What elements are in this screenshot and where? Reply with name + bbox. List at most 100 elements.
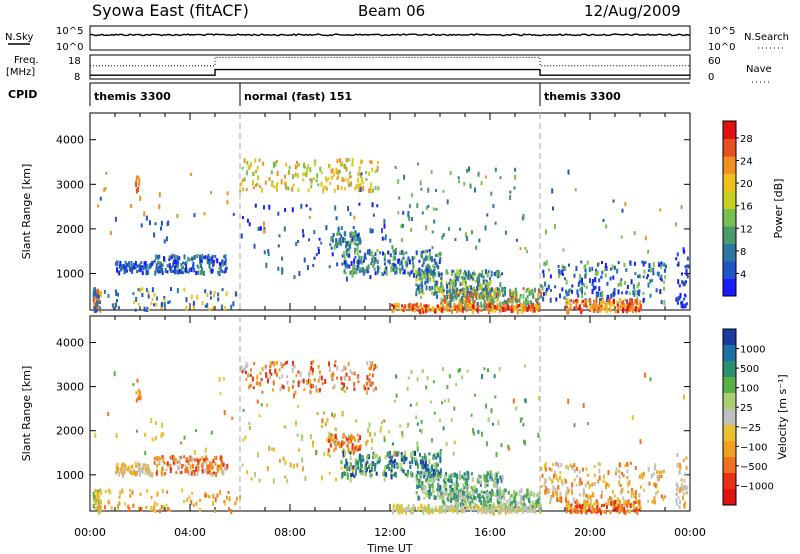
scatter-cell [675,222,677,227]
scatter-cell [683,249,686,254]
scatter-cell [297,370,300,374]
scatter-cell [115,464,118,468]
scatter-cell [392,442,394,446]
scatter-cell [576,500,579,505]
scatter-cell [147,467,150,472]
scatter-cell [553,473,556,477]
y-tick-label: 4000 [56,336,84,349]
scatter-cell [421,486,424,491]
scatter-cell [441,288,444,294]
scatter-cell [637,508,640,512]
scatter-cell [139,267,142,273]
scatter-cell [342,450,345,455]
scatter-cell [447,496,450,500]
scatter-cell [663,286,666,291]
scatter-cell [390,474,393,480]
scatter-cell [374,257,377,261]
scatter-cell [487,282,489,288]
scatter-cell [632,284,635,290]
colorbar-tick-label: 12 [740,224,753,235]
colorbar-tick-label: 25 [740,403,753,414]
scatter-cell [686,256,689,261]
scatter-cell [577,281,580,287]
scatter-cell [438,494,441,500]
scatter-cell [309,207,312,211]
scatter-cell [275,160,278,163]
scatter-cell [133,300,135,304]
scatter-cell [257,227,260,231]
scatter-cell [185,305,188,311]
scatter-cell [136,462,139,467]
scatter-cell [334,433,337,439]
scatter-cell [396,504,399,507]
scatter-cell [117,292,120,297]
scatter-cell [376,365,379,369]
scatter-cell [390,459,392,463]
scatter-cell [621,471,623,475]
scatter-cell [387,259,390,263]
scatter-cell [646,274,649,278]
scatter-cell [344,450,346,456]
scatter-cell [504,304,507,308]
colorbar-swatch [723,425,736,442]
scatter-cell [176,460,179,464]
scatter-cell [420,428,423,434]
scatter-cell [393,459,396,463]
scatter-cell [403,174,406,180]
scatter-cell [538,507,541,511]
scatter-cell [439,506,442,512]
scatter-cell [464,291,467,297]
nave-tick-low: 0 [708,72,714,83]
scatter-cell [308,383,311,387]
scatter-cell [402,456,405,460]
scatter-cell [291,186,294,192]
scatter-cell [455,272,458,278]
scatter-cell [145,505,148,509]
scatter-cell [166,490,169,494]
scatter-cell [153,232,156,238]
scatter-cell [660,475,663,478]
scatter-cell [306,379,309,385]
scatter-cell [498,273,501,278]
scatter-cell [631,298,634,302]
scatter-cell [135,182,138,188]
scatter-cell [325,225,328,231]
scatter-cell [429,266,432,271]
scatter-cell [503,291,506,296]
scatter-cell [391,263,394,267]
scatter-cell [456,490,459,496]
scatter-cell [183,455,186,459]
scatter-cell [317,183,320,187]
scatter-cell [639,506,642,510]
scatter-cell [422,460,425,466]
scatter-cell [248,222,251,227]
scatter-cell [581,288,584,294]
scatter-cell [346,474,349,480]
scatter-cell [642,275,645,279]
scatter-cell [388,430,391,434]
scatter-cell [392,262,395,268]
scatter-cell [442,306,445,311]
scatter-cell [620,489,623,495]
scatter-cell [398,509,401,515]
scatter-cell [408,259,411,265]
scatter-cell [489,293,492,299]
scatter-cell [544,489,547,495]
scatter-cell [178,256,181,261]
scatter-cell [550,289,552,292]
scatter-cell [450,476,453,481]
scatter-cell [395,393,398,398]
scatter-cell [679,500,682,505]
scatter-cell [497,509,500,515]
scatter-cell [320,375,323,381]
scatter-cell [450,497,453,503]
scatter-cell [632,290,635,296]
scatter-cell [634,289,636,293]
scatter-cell [634,465,637,470]
scatter-cell [526,306,529,312]
scatter-cell [393,305,395,310]
scatter-cell [601,299,604,304]
scatter-cell [139,492,142,496]
scatter-cell [633,505,636,509]
scatter-cell [295,374,298,378]
